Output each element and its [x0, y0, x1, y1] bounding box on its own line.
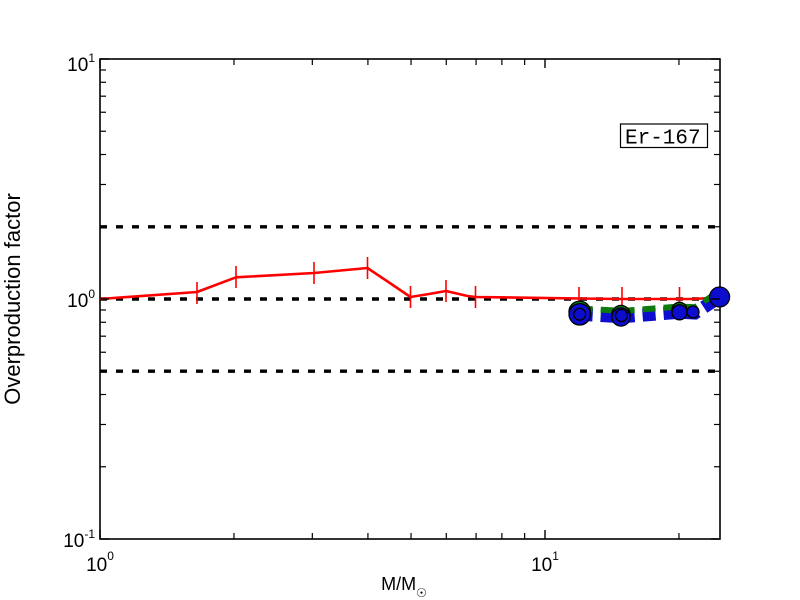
svg-text:Overproduction factor: Overproduction factor: [0, 193, 25, 405]
svg-text:Er-167: Er-167: [625, 128, 701, 151]
